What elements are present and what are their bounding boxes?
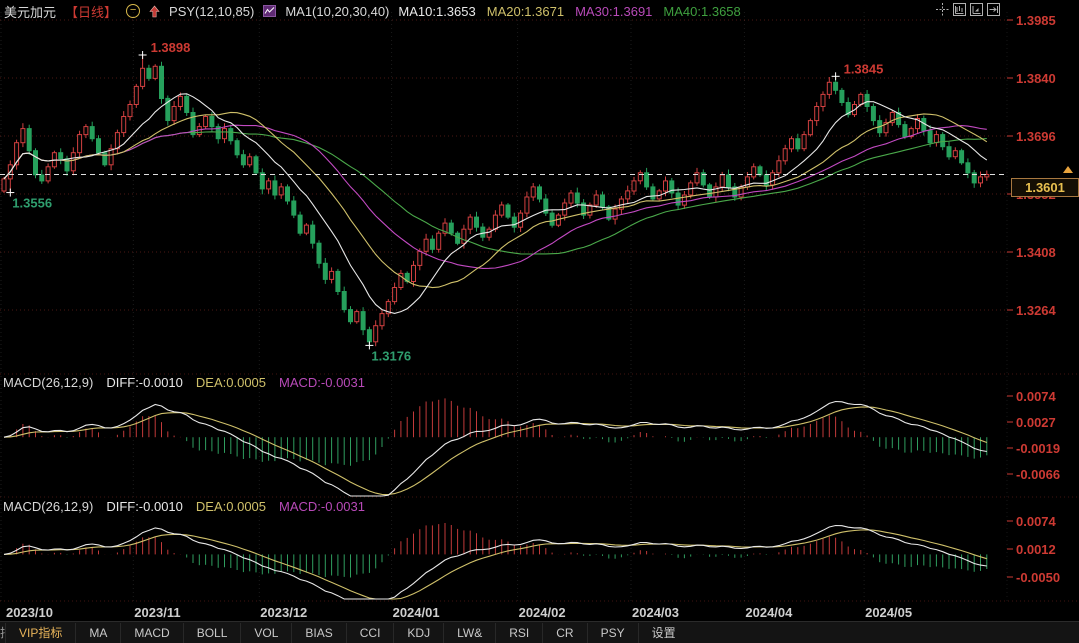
svg-text:1.3898: 1.3898 [151, 40, 191, 55]
macd-panel-2-header: MACD(26,12,9) DIFF:-0.0010 DEA:0.0005 MA… [3, 499, 365, 514]
macd-panels [3, 398, 988, 600]
moving-average-lines [3, 93, 988, 314]
toolbar-tab-cci[interactable]: CCI [345, 622, 394, 643]
svg-text:1.3556: 1.3556 [12, 196, 52, 211]
current-price-badge: 1.3601 [1011, 178, 1079, 197]
crosshair-icon[interactable] [936, 3, 949, 16]
toolbar-tabs: VIP指标 MA MACD BOLL VOL BIAS CCI KDJ LW& RSI CR PSY 设… [5, 622, 689, 643]
indicator-toolbar: 指 VIP指标MAMACDBOLLVOLBIASCCIKDJLW&RSICRPS… [0, 621, 1079, 643]
right-axis-labels: 1.39851.38401.36961.35521.34081.32640.00… [1007, 13, 1060, 585]
macd-value: MACD:-0.0031 [279, 499, 365, 514]
chart-canvas[interactable]: 1.3898 1.3556 1.3176 1.3845 1.3985 1.3840 1.3… [0, 0, 1079, 603]
ma-value-label: MA20:1.3671 [486, 3, 565, 19]
toolbar-tab-ma[interactable]: MA [75, 622, 120, 643]
svg-text:1.3985: 1.3985 [1016, 13, 1056, 28]
toolbar-tab-psy[interactable]: PSY [586, 622, 638, 643]
symbol-title: 美元加元 [4, 4, 57, 20]
chart-header: 美元加元 【日线】 − PSY(12,10,85) MA1(10,20,30,4… [0, 0, 1079, 22]
diff-value: DIFF:-0.0010 [106, 375, 183, 390]
price-annotations: 1.3898 1.3556 1.3176 1.3845 [6, 40, 883, 363]
x-axis-label: 2023/11 [134, 605, 181, 620]
svg-text:1.3408: 1.3408 [1016, 245, 1056, 260]
x-axis-label: 2024/04 [745, 605, 793, 620]
clipped-toolbar-item[interactable]: 指 [0, 624, 5, 641]
macd-value: MACD:-0.0031 [279, 375, 365, 390]
toolbar-tab-bias[interactable]: BIAS [291, 622, 345, 643]
svg-text:1.3696: 1.3696 [1016, 129, 1056, 144]
toolbar-tab-cr[interactable]: CR [542, 622, 586, 643]
macd-label: MACD(26,12,9) [3, 375, 94, 390]
macd-label: MACD(26,12,9) [3, 499, 94, 514]
toolbar-tab-vip-indicators[interactable]: VIP指标 [5, 622, 75, 643]
macd-panel-1-header: MACD(26,12,9) DIFF:-0.0010 DEA:0.0005 MA… [3, 375, 365, 390]
svg-text:0.0074: 0.0074 [1016, 514, 1057, 529]
x-axis-label: 2024/05 [865, 605, 913, 620]
toolbar-tab-vol[interactable]: VOL [240, 622, 291, 643]
up-arrow-icon [149, 5, 160, 18]
toolbar-tab-macd[interactable]: MACD [120, 622, 182, 643]
ma-values: MA10:1.3653 MA20:1.3671 MA30:1.3691 MA40:1.… [398, 4, 740, 19]
period-label[interactable]: 【日线】 [65, 4, 118, 20]
svg-text:0.0074: 0.0074 [1016, 389, 1057, 404]
chart-toolbar-icons [936, 3, 1000, 16]
indicator-panel-icon[interactable] [970, 3, 983, 16]
dea-value: DEA:0.0005 [195, 499, 267, 514]
svg-text:-0.0019: -0.0019 [1016, 441, 1060, 456]
price-up-triangle-icon [1063, 166, 1073, 173]
svg-text:1.3264: 1.3264 [1016, 303, 1057, 318]
zoom-out-icon[interactable]: − [126, 4, 141, 18]
ma-value-label: MA10:1.3653 [398, 3, 476, 19]
toolbar-tab-rsi[interactable]: RSI [495, 622, 542, 643]
svg-text:1.3845: 1.3845 [844, 61, 884, 76]
x-axis-label: 2023/10 [6, 605, 53, 620]
svg-text:-0.0066: -0.0066 [1016, 467, 1060, 482]
svg-text:1.3176: 1.3176 [371, 348, 411, 363]
x-axis-label: 2024/03 [632, 605, 679, 620]
kline-panel-icon[interactable] [953, 3, 966, 16]
svg-text:0.0012: 0.0012 [1016, 542, 1056, 557]
x-axis: 2023/10 2023/11 2023/12 2024/01 2024/02 2024/… [0, 603, 1079, 621]
ma-value-label: MA30:1.3691 [575, 3, 653, 19]
toolbar-tab-lw[interactable]: LW& [443, 622, 495, 643]
candlestick-series [1, 55, 990, 347]
x-axis-label: 2024/01 [392, 605, 440, 620]
svg-text:0.0027: 0.0027 [1016, 415, 1056, 430]
ma-value-label: MA40:1.3658 [663, 3, 741, 19]
psy-indicator-label: PSY(12,10,85) [169, 3, 255, 19]
expand-panel-icon[interactable] [987, 3, 1000, 16]
toolbar-tab-settings[interactable]: 设置 [637, 622, 689, 643]
toolbar-tab-kdj[interactable]: KDJ [393, 622, 443, 643]
dea-value: DEA:0.0005 [195, 375, 267, 390]
svg-text:1.3840: 1.3840 [1016, 71, 1056, 86]
x-axis-label: 2023/12 [260, 605, 308, 620]
diff-value: DIFF:-0.0010 [106, 499, 183, 514]
chart-type-icon[interactable] [263, 5, 277, 17]
toolbar-tab-boll[interactable]: BOLL [182, 622, 241, 643]
svg-text:-0.0050: -0.0050 [1016, 570, 1060, 585]
x-axis-label: 2024/02 [518, 605, 566, 620]
ma-group-label: MA1(10,20,30,40) [285, 3, 390, 19]
